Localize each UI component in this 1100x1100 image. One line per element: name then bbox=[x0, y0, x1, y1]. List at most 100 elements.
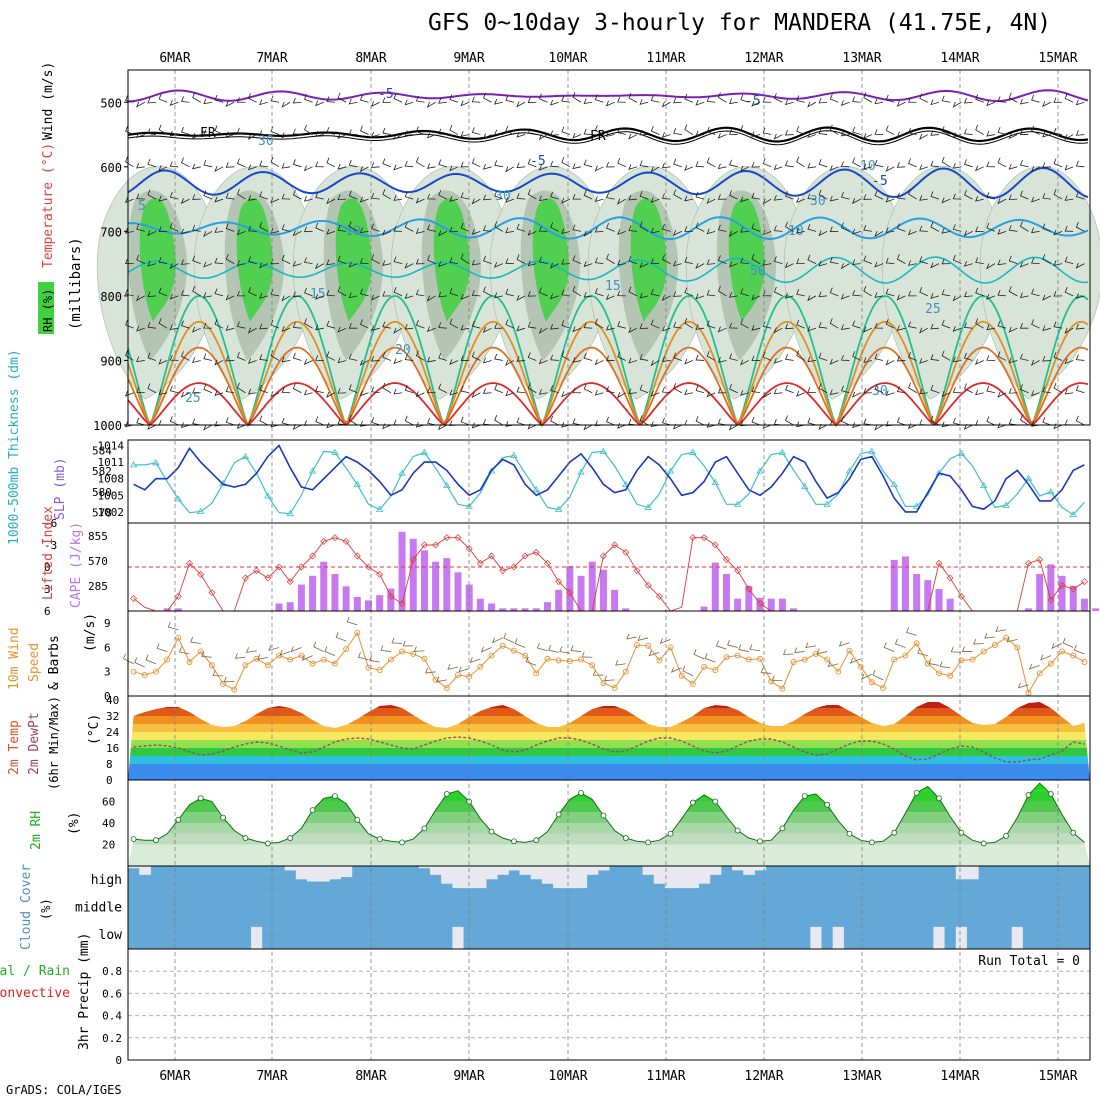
wind-barb bbox=[505, 196, 515, 203]
rh-shade-green bbox=[630, 198, 667, 322]
thickness-point bbox=[778, 448, 787, 455]
cape-bar bbox=[510, 608, 518, 611]
surface-wind-barb bbox=[894, 638, 906, 648]
isotherm-label: 50 bbox=[750, 264, 766, 279]
cape-bar bbox=[420, 550, 428, 611]
wind-speed-point bbox=[824, 656, 831, 663]
wind-barb bbox=[1019, 129, 1029, 135]
wind-barb bbox=[1019, 292, 1029, 299]
surface-wind-barb bbox=[424, 667, 436, 674]
wind-barb bbox=[639, 384, 649, 394]
wind-barb bbox=[1053, 382, 1063, 394]
temp-tick-label: 0 bbox=[106, 774, 113, 787]
wind-barb bbox=[650, 227, 660, 234]
wind-barb bbox=[740, 125, 750, 135]
wind-barb bbox=[314, 263, 324, 270]
wind-barb bbox=[494, 190, 503, 200]
wind-barb bbox=[214, 288, 224, 297]
wind-barb bbox=[371, 254, 380, 264]
rh-point bbox=[511, 838, 517, 845]
wind-barb bbox=[315, 355, 324, 361]
wind-barb bbox=[728, 424, 738, 431]
cape-bar bbox=[622, 608, 630, 611]
wind-barb bbox=[706, 351, 716, 361]
wind-speed-line bbox=[133, 631, 1085, 695]
wind-barb bbox=[919, 164, 928, 171]
wind-barb bbox=[572, 132, 582, 139]
wind-barb bbox=[650, 95, 660, 103]
cloud-high-gap bbox=[284, 866, 297, 871]
surface-wind-barb bbox=[1073, 644, 1085, 655]
wind-barb bbox=[605, 131, 615, 137]
wind-barb bbox=[941, 228, 951, 234]
wind-speed-point bbox=[164, 656, 171, 663]
wind-barb bbox=[908, 127, 917, 135]
wind-barb bbox=[292, 230, 302, 237]
wind-barb bbox=[762, 158, 772, 168]
wind-barb bbox=[1075, 160, 1085, 168]
wind-barb bbox=[348, 384, 358, 394]
thickness-point bbox=[756, 467, 764, 474]
surface-wind-barb bbox=[738, 644, 749, 652]
wind-barb bbox=[158, 165, 168, 172]
wind-barb bbox=[751, 161, 761, 168]
wind-barb bbox=[203, 261, 213, 268]
wind-barb bbox=[147, 97, 156, 104]
wind-barb bbox=[214, 359, 224, 366]
wind-barb bbox=[583, 322, 593, 329]
wind-barb bbox=[404, 99, 414, 106]
wind-speed-point bbox=[276, 652, 282, 659]
wind-barb bbox=[460, 385, 470, 394]
surface-wind-barb bbox=[156, 643, 168, 652]
wind-barb bbox=[930, 323, 940, 330]
surface-wind-barb bbox=[536, 642, 548, 652]
cape-bar bbox=[790, 608, 798, 611]
cape-bar bbox=[734, 598, 742, 611]
wind-barb bbox=[359, 319, 369, 329]
wind-barb bbox=[650, 125, 660, 135]
thickness-point bbox=[1024, 474, 1033, 481]
wind-barb bbox=[851, 198, 861, 205]
wind-barb bbox=[762, 127, 772, 135]
wind-barb bbox=[695, 354, 705, 361]
wind-barb bbox=[751, 294, 761, 301]
wind-barb bbox=[818, 189, 828, 200]
cloud-high-gap bbox=[676, 866, 688, 889]
surface-wind-barb bbox=[659, 638, 671, 644]
wind-speed-point bbox=[768, 678, 775, 685]
wind-barb bbox=[315, 385, 324, 394]
wind-barb bbox=[561, 422, 570, 428]
cape-bar bbox=[711, 562, 719, 611]
wind-barb bbox=[852, 422, 861, 429]
isotherm-label: 25 bbox=[925, 302, 941, 317]
wind-barb bbox=[449, 359, 459, 366]
wind-barb bbox=[505, 95, 515, 103]
rh-point bbox=[801, 793, 808, 800]
rh-point bbox=[220, 814, 226, 821]
wind-barb bbox=[538, 389, 548, 395]
wind-barb bbox=[874, 353, 884, 361]
surface-wind-barb bbox=[346, 616, 358, 626]
wind-barb bbox=[337, 92, 347, 103]
wind-barb bbox=[964, 352, 973, 361]
wind-speed-point bbox=[589, 662, 596, 669]
wind-barb bbox=[404, 191, 414, 200]
wind-barb bbox=[415, 126, 425, 135]
wind-barb bbox=[259, 323, 268, 330]
wind-barb bbox=[673, 158, 682, 168]
wind-barb bbox=[695, 416, 705, 426]
surface-wind-barb bbox=[1040, 654, 1052, 661]
wind-barb bbox=[404, 293, 414, 300]
li-point bbox=[398, 600, 406, 608]
wind-barb bbox=[147, 189, 157, 200]
wind-barb bbox=[840, 161, 850, 168]
rh-point bbox=[488, 828, 495, 835]
wind-barb bbox=[684, 318, 694, 329]
wind-barb bbox=[616, 198, 626, 205]
wind-barb bbox=[762, 290, 772, 297]
temp-label-1: 2m Temp bbox=[7, 720, 22, 775]
wind-barb bbox=[796, 390, 805, 397]
wind-barb bbox=[751, 192, 761, 200]
wind-barb bbox=[270, 95, 280, 103]
wind-barb bbox=[896, 325, 906, 331]
